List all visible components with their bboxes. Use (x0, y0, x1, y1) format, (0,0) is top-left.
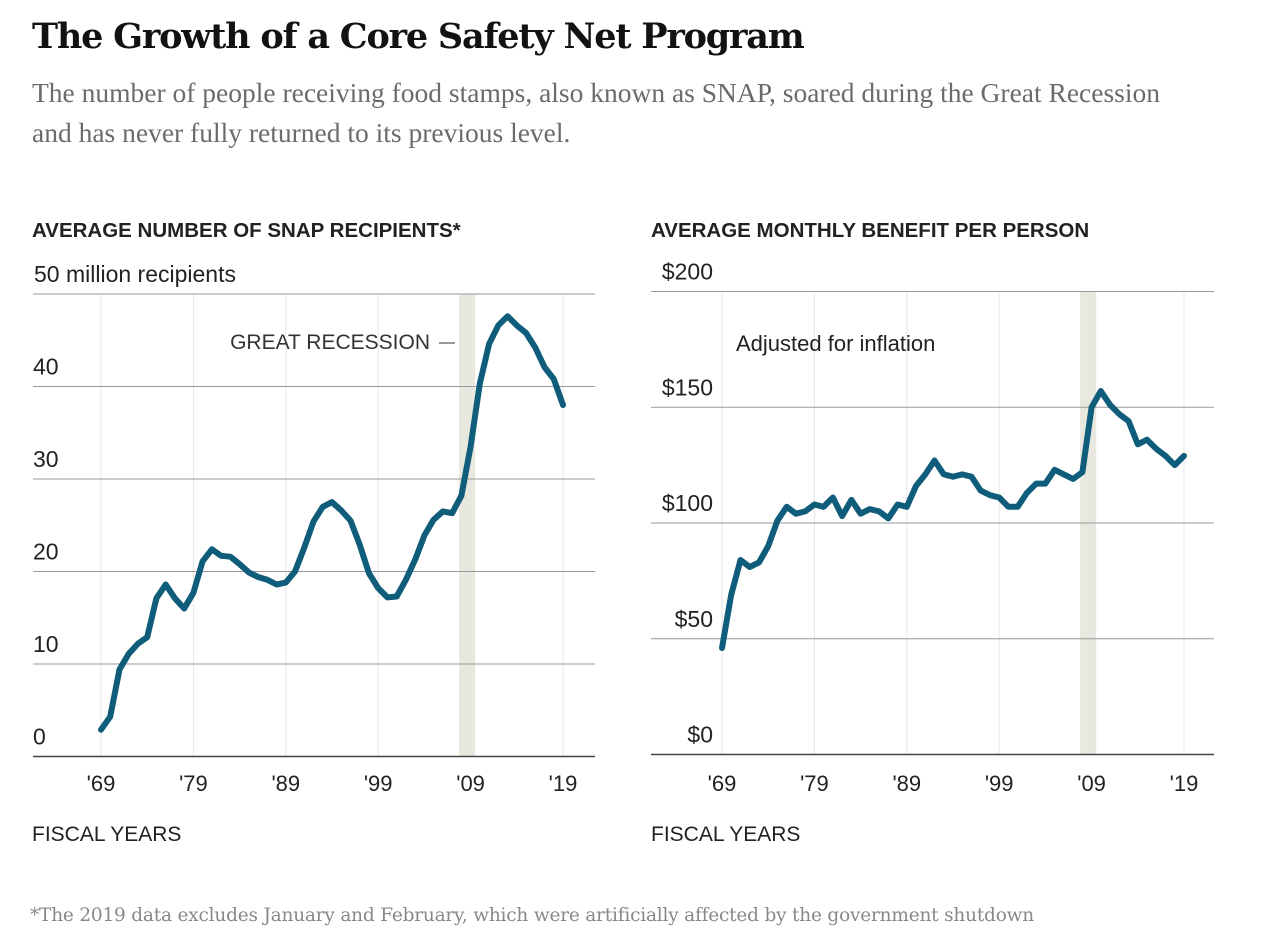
snap-recipients-y-tick-1: 10 (33, 631, 59, 657)
snap-benefit-y-tick-2: $100 (662, 490, 713, 516)
snap-recipients-y-tick-2: 20 (33, 539, 59, 565)
snap-benefit-y-tick-1: $50 (675, 606, 713, 632)
snap-benefit-chart-title: AVERAGE MONTHLY BENEFIT PER PERSON (651, 219, 1089, 242)
snap-recipients-x-axis-label: FISCAL YEARS (32, 823, 181, 846)
snap-benefit-chart: AVERAGE MONTHLY BENEFIT PER PERSON $0 $50… (651, 219, 1214, 846)
snap-recipients-y-tick-5: 50 million recipients (34, 261, 236, 287)
snap-benefit-y-tick-3: $150 (662, 374, 713, 400)
chart-subtitle: The number of people receiving food stam… (32, 77, 1161, 148)
snap-benefit-x-tick-4: '09 (1077, 771, 1106, 796)
snap-recipients-x-tick-5: '19 (549, 771, 578, 796)
snap-recipients-line (98, 313, 566, 733)
snap-recipients-chart: AVERAGE NUMBER OF SNAP RECIPIENTS* 0 10 20… (32, 219, 595, 846)
snap-recipients-chart-title: AVERAGE NUMBER OF SNAP RECIPIENTS* (32, 219, 461, 242)
snap-recipients-x-tick-1: '79 (179, 771, 208, 796)
snap-benefit-x-tick-3: '99 (985, 771, 1014, 796)
great-recession-label: GREAT RECESSION (230, 331, 430, 354)
snap-benefit-x-tick-5: '19 (1170, 771, 1199, 796)
snap-benefit-x-tick-2: '89 (892, 771, 921, 796)
snap-benefit-y-tick-4: $200 (662, 259, 713, 285)
snap-benefit-x-axis-label: FISCAL YEARS (651, 823, 800, 846)
snap-recipients-x-tick-0: '69 (87, 771, 116, 796)
snap-recipients-y-tick-3: 30 (33, 446, 59, 472)
snap-benefit-y-tick-0: $0 (687, 722, 713, 748)
snap-recipients-y-tick-0: 0 (33, 724, 46, 750)
snap-recipients-recession-band (459, 294, 476, 757)
snap-recipients-y-tick-4: 40 (33, 354, 59, 380)
inflation-note: Adjusted for inflation (736, 331, 935, 356)
snap-recipients-x-tick-4: '09 (456, 771, 485, 796)
chart-title: The Growth of a Core Safety Net Program (32, 16, 805, 57)
footnote: *The 2019 data excludes January and Febr… (30, 905, 1034, 926)
snap-recipients-x-tick-2: '89 (271, 771, 300, 796)
snap-benefit-x-tick-0: '69 (708, 771, 737, 796)
snap-recipients-x-tick-3: '99 (364, 771, 393, 796)
snap-benefit-x-tick-1: '79 (800, 771, 829, 796)
snap-benefit-line (719, 388, 1187, 651)
